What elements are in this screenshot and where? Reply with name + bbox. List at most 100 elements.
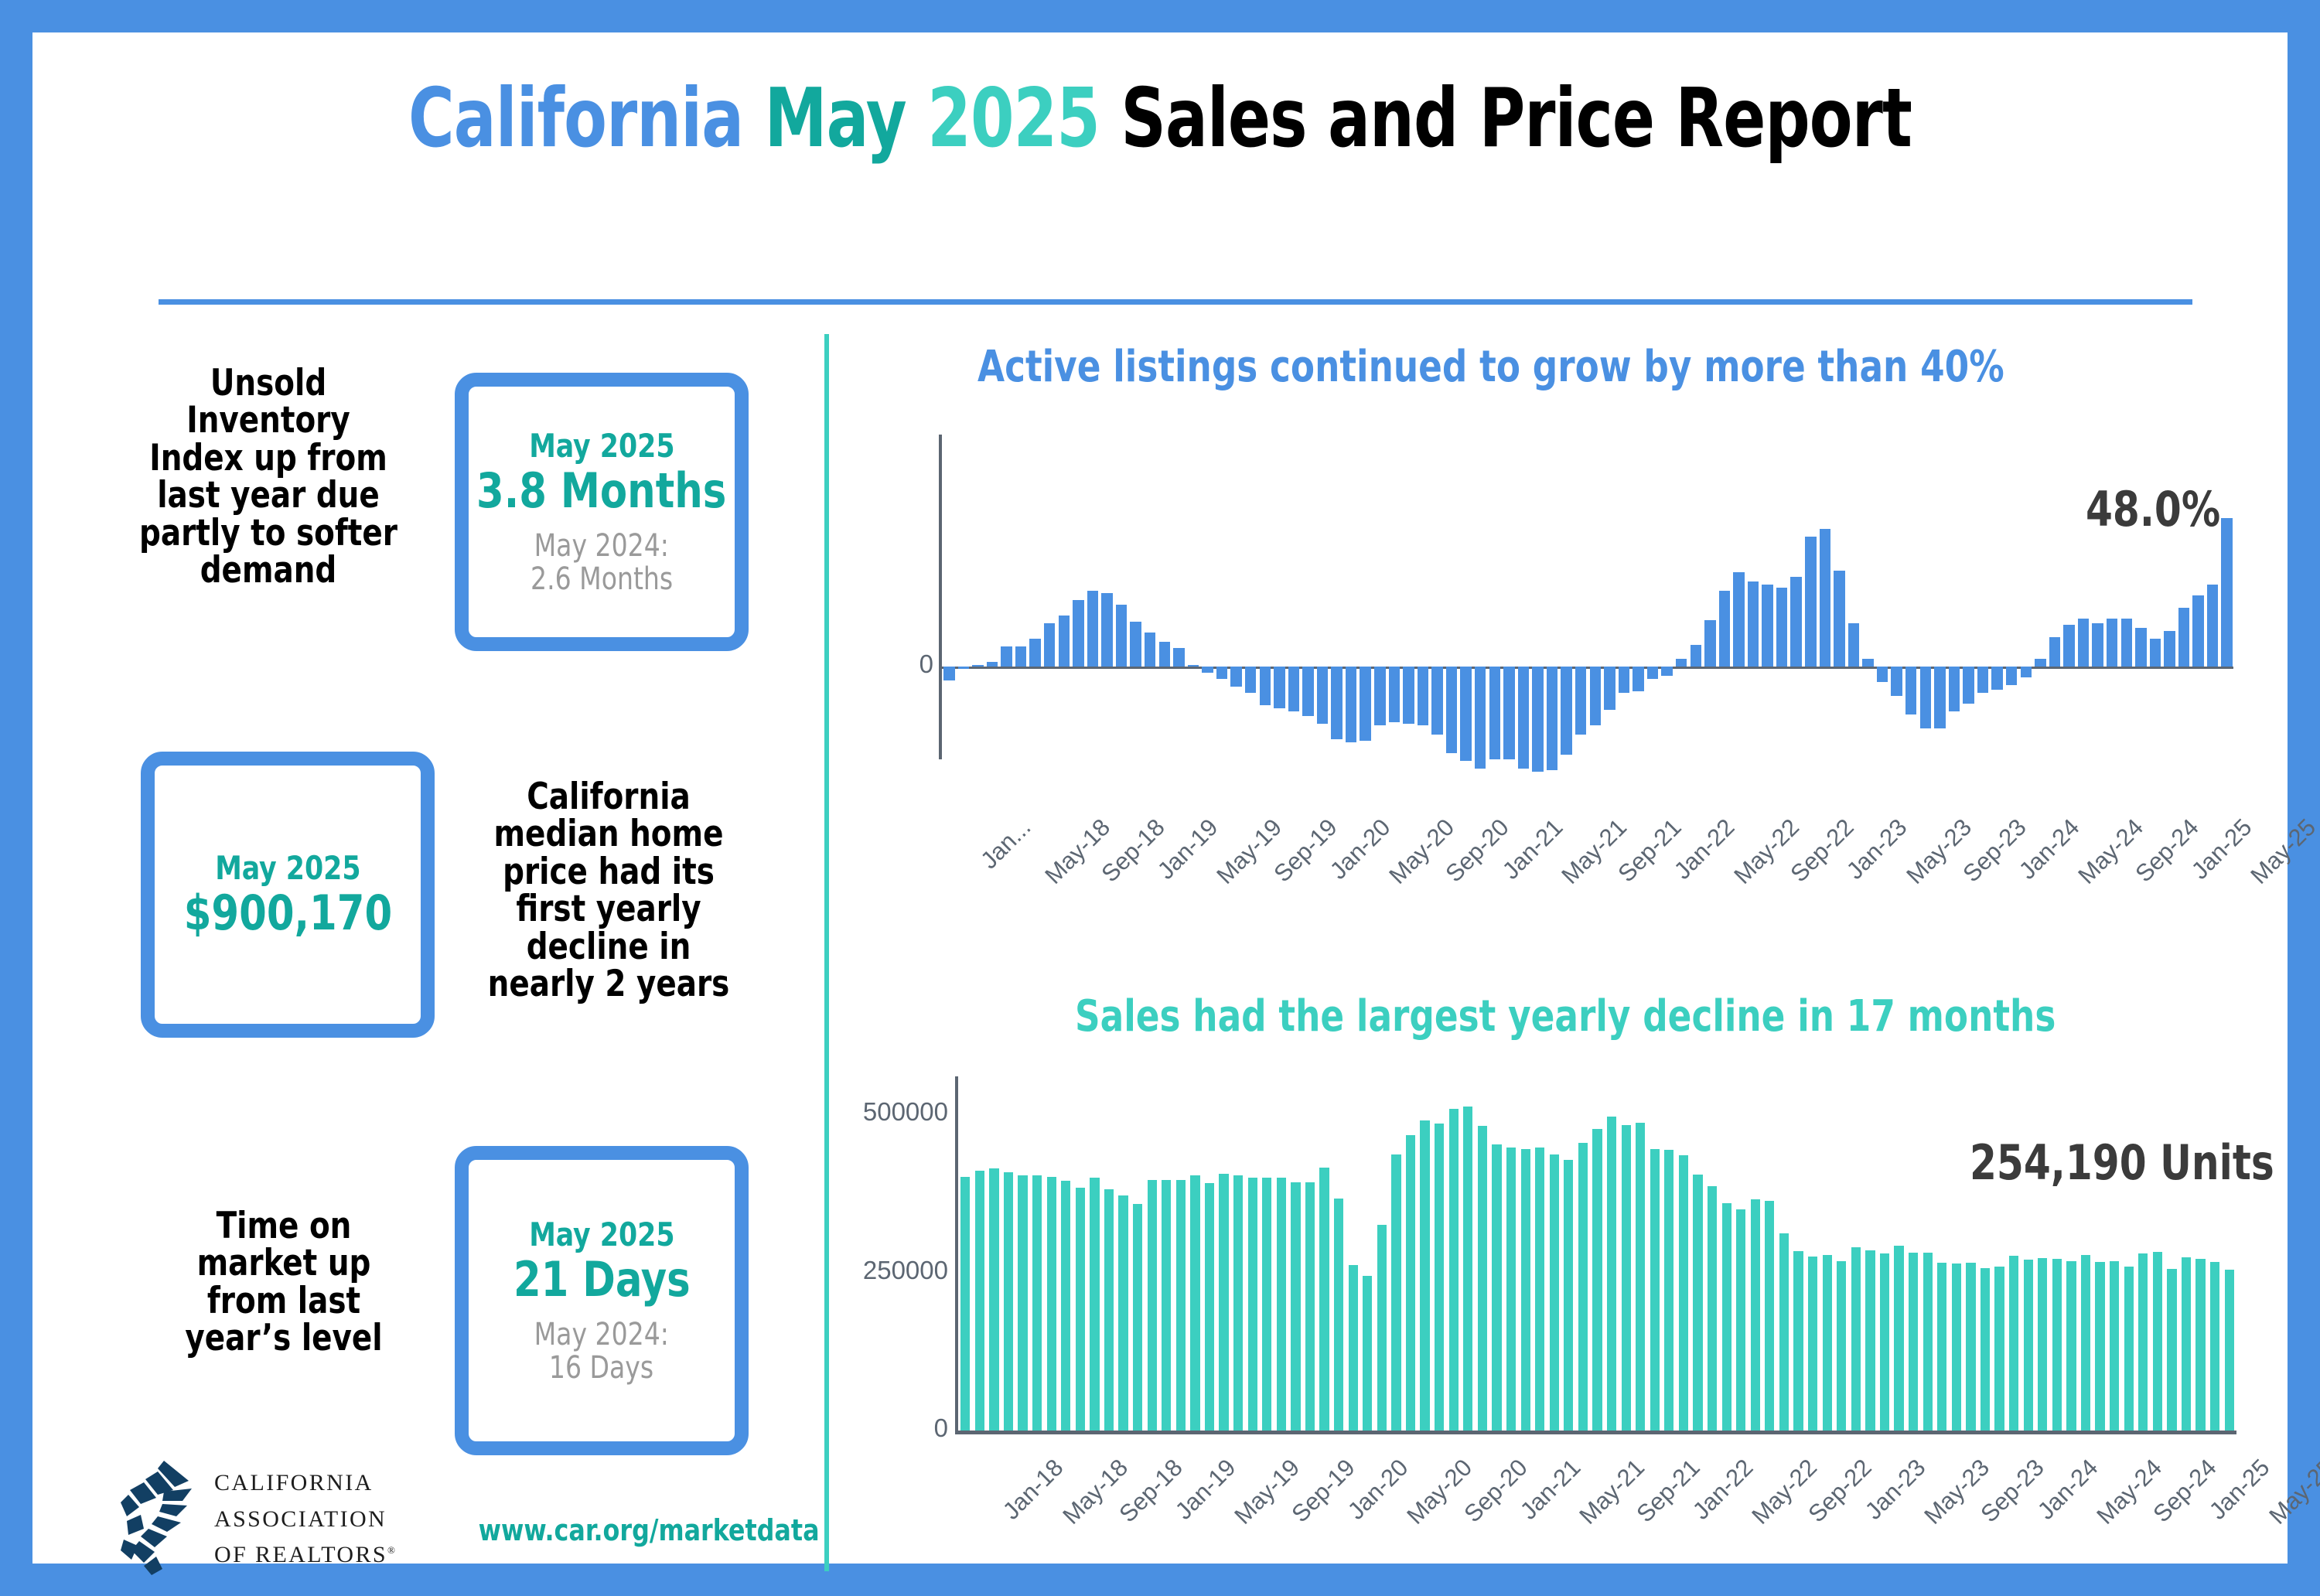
chart1-tick-label: Jan-19 xyxy=(1151,813,1223,885)
chart1-bar xyxy=(1431,667,1443,735)
chart-callout-sales: 254,190 Units xyxy=(1970,1134,2274,1191)
chart2-y-tick-label: 500000 xyxy=(862,1097,948,1127)
chart1-bar xyxy=(2206,585,2219,667)
stat-prev-value: 2.6 Months xyxy=(530,561,674,598)
chart2-bar xyxy=(2167,1269,2177,1431)
chart2-bar xyxy=(2066,1260,2076,1431)
stat-value: $900,170 xyxy=(183,884,392,941)
chart-home-sales: Jan-18 May-18 Sep-18 Jan-19 May-19 Sep-19 Jan-… xyxy=(863,1076,2320,1530)
chart2-bar xyxy=(1592,1128,1602,1431)
chart2-bar xyxy=(2023,1260,2033,1431)
chart2-y-tick-label: 250000 xyxy=(862,1255,948,1284)
chart1-bar xyxy=(1934,667,1946,728)
title-part-may: May xyxy=(764,71,928,165)
chart2-bar xyxy=(2152,1252,2162,1431)
chart2-tick-label: Jan-24 xyxy=(2032,1454,2103,1525)
chart1-bar xyxy=(1661,667,1673,676)
chart2-bar xyxy=(1736,1209,1746,1431)
chart2-bar xyxy=(2008,1256,2019,1431)
chart1-bar xyxy=(1790,577,1802,667)
title-part-california: California xyxy=(408,71,765,165)
chart1-bar xyxy=(1187,665,1199,667)
chart2-bar xyxy=(1319,1167,1329,1431)
chart1-tick-label: May-23 xyxy=(1900,813,1977,889)
chart2-bar xyxy=(1061,1180,1071,1431)
chart2-bar xyxy=(1147,1180,1157,1431)
chart2-tick-label: Jan-23 xyxy=(1859,1454,1931,1525)
chart2-bar xyxy=(1477,1125,1488,1431)
chart1-bar xyxy=(2135,628,2147,667)
chart1-bar xyxy=(1718,591,1731,667)
chart2-bar xyxy=(1621,1124,1631,1431)
chart2-bar xyxy=(1018,1175,1028,1431)
chart2-bar xyxy=(1463,1107,1473,1431)
chart2-bar xyxy=(1219,1173,1229,1431)
chart2-bar xyxy=(1937,1263,1947,1431)
chart1-tick-label: May-18 xyxy=(1039,813,1115,889)
chart1-bar xyxy=(1360,667,1371,741)
stat-box-dom: May 2025 21 Days May 2024: 16 Days xyxy=(455,1146,749,1455)
chart2-bar xyxy=(2181,1257,2192,1431)
chart2-bar xyxy=(1707,1185,1718,1431)
infographic-canvas: California May 2025 Sales and Price Repo… xyxy=(32,32,2320,1575)
chart2-tick-label: Jan-18 xyxy=(998,1454,1069,1525)
chart2-bars xyxy=(958,1076,2236,1431)
chart2-bar xyxy=(1448,1108,1459,1431)
column-divider xyxy=(824,334,829,1571)
chart1-bar xyxy=(972,665,984,667)
stat-value: 3.8 Months xyxy=(476,462,727,519)
chart2-bar xyxy=(1779,1233,1789,1431)
chart1-bar xyxy=(1316,667,1329,724)
chart2-bar xyxy=(1606,1116,1617,1431)
stat-blurb-dom: Time on market up from last year’s level xyxy=(152,1205,415,1360)
stat-blurb-inventory: Unsold Inventory Index up from last year… xyxy=(130,364,408,589)
chart2-bar xyxy=(1118,1195,1128,1431)
chart1-bar xyxy=(1302,667,1314,716)
chart1-bar xyxy=(2077,619,2090,667)
registered-mark: ® xyxy=(387,1544,397,1556)
logo-line-3: OF REALTORS® xyxy=(214,1537,397,1574)
chart1-bar xyxy=(1058,616,1070,667)
chart2-bar xyxy=(1305,1182,1315,1431)
chart2-bar xyxy=(1721,1203,1731,1431)
stat-blurb-text: Time on market up from last year’s level xyxy=(185,1205,383,1360)
chart1-tick-label: May-21 xyxy=(1556,813,1633,889)
chart1-bar xyxy=(2049,637,2061,667)
chart2-bar xyxy=(1262,1177,1272,1431)
chart2-tick-label: Jan-25 xyxy=(2204,1454,2275,1525)
chart1-bar xyxy=(1762,585,1773,667)
chart2-bar xyxy=(1520,1149,1530,1431)
chart2-bar xyxy=(1851,1246,1861,1431)
chart1-bar xyxy=(1847,623,1860,667)
title-part-year: 2025 xyxy=(927,71,1121,165)
chart1-bar xyxy=(1834,571,1845,667)
chart2-bar xyxy=(2038,1257,2048,1431)
chart1-bar xyxy=(1158,642,1170,667)
chart2-bar xyxy=(2124,1267,2134,1431)
car-logo: CALIFORNIA ASSOCIATION OF REALTORS® xyxy=(118,1459,442,1583)
chart2-bar xyxy=(1951,1264,1961,1431)
chart2-bar xyxy=(1204,1183,1215,1431)
chart1-tick-label: Jan... xyxy=(975,813,1036,875)
chart2-bar xyxy=(2110,1260,2120,1431)
chart1-bar xyxy=(1618,667,1630,693)
chart2-y-tick-label: 0 xyxy=(933,1414,948,1442)
chart1-bar xyxy=(1445,667,1458,753)
chart2-bar xyxy=(1578,1142,1588,1431)
chart2-y-axis xyxy=(955,1076,958,1434)
chart1-tick-label: May-24 xyxy=(2073,813,2149,889)
chart2-bar xyxy=(1678,1155,1689,1431)
chart1-bar xyxy=(1015,646,1027,667)
chart2-tick-label: May-18 xyxy=(1056,1454,1133,1530)
chart1-bar xyxy=(1173,648,1185,667)
chart2-bar xyxy=(1535,1148,1545,1431)
website-link[interactable]: www.car.org/marketdata xyxy=(478,1513,820,1547)
chart1-bar xyxy=(2192,595,2204,667)
chart2-bar xyxy=(2224,1270,2234,1431)
chart2-bar xyxy=(989,1168,999,1431)
chart1-bar xyxy=(986,661,998,667)
chart2-bar xyxy=(1865,1250,1875,1431)
chart2-bar xyxy=(2195,1259,2206,1431)
chart1-bar xyxy=(1733,572,1745,667)
chart1-bar xyxy=(1331,667,1343,739)
